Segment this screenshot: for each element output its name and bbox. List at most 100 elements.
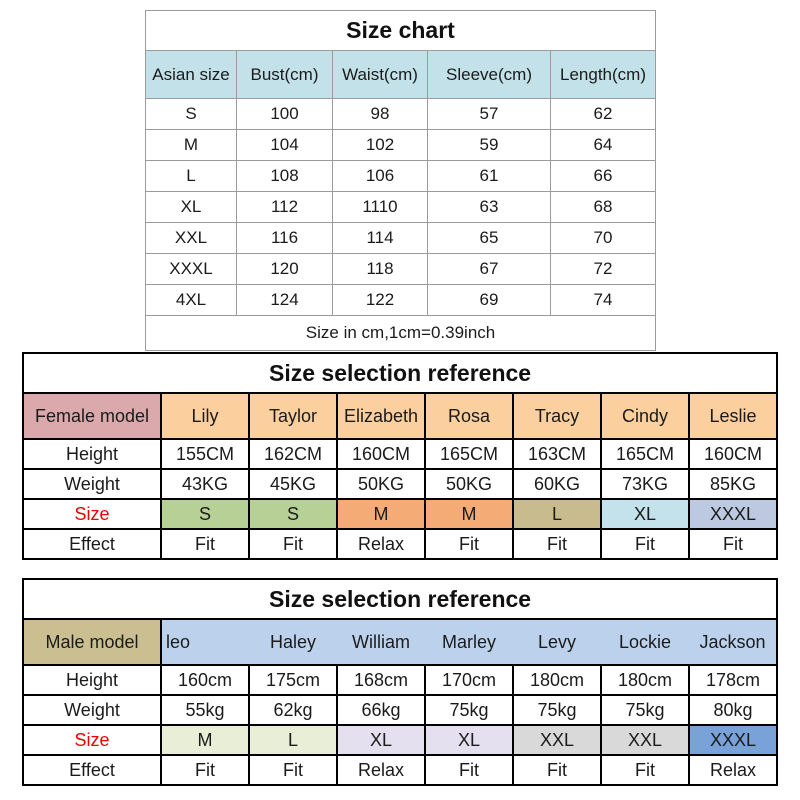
- female-weight-value: 50KG: [336, 468, 426, 500]
- size-chart-column-header: Sleeve(cm): [427, 50, 551, 99]
- female-model-label: Female model: [22, 392, 162, 440]
- size-chart-header-row: Asian size Bust(cm) Waist(cm) Sleeve(cm) Len…: [145, 50, 657, 99]
- size-label-cell: S: [145, 98, 237, 130]
- measurement-cell: 98: [332, 98, 428, 130]
- female-size-value: XXXL: [687, 498, 779, 530]
- male-weight-value: 55kg: [160, 694, 250, 726]
- female-model-name: Cindy: [600, 392, 690, 440]
- male-size-value: XL: [424, 724, 514, 756]
- female-height-value: 160CM: [336, 438, 426, 470]
- female-effect-value: Fit: [160, 528, 250, 560]
- size-chart-column-header: Waist(cm): [332, 50, 428, 99]
- male-effect-label: Effect: [22, 754, 162, 786]
- male-effect-value: Fit: [600, 754, 690, 786]
- female-weight-value: 43KG: [160, 468, 250, 500]
- measurement-cell: 68: [549, 191, 657, 223]
- male-weight-value: 62kg: [248, 694, 338, 726]
- female-effect-value: Fit: [424, 528, 514, 560]
- female-weight-value: 50KG: [424, 468, 514, 500]
- measurement-cell: 57: [427, 98, 551, 130]
- size-chart-table: Size chart Asian size Bust(cm) Waist(cm) Sl…: [144, 10, 657, 351]
- female-weight-value: 73KG: [600, 468, 690, 500]
- female-weight-value: 45KG: [248, 468, 338, 500]
- measurement-cell: 70: [549, 222, 657, 254]
- male-size-row: Size M L XL XL XXL XXL XXXL: [22, 724, 779, 756]
- measurement-cell: 112: [236, 191, 333, 223]
- male-size-value: XL: [336, 724, 426, 756]
- female-table-title: Size selection reference: [21, 352, 779, 394]
- measurement-cell: 69: [427, 284, 551, 316]
- size-label-cell: XXL: [145, 222, 237, 254]
- male-effect-value: Fit: [512, 754, 602, 786]
- measurement-cell: 63: [427, 191, 551, 223]
- female-size-reference-table: Size selection reference Female model Lil…: [21, 352, 779, 560]
- size-label-cell: L: [145, 160, 237, 192]
- male-model-name: Levy: [513, 618, 601, 666]
- male-model-name: Marley: [425, 618, 513, 666]
- male-weight-value: 75kg: [600, 694, 690, 726]
- female-height-value: 163CM: [512, 438, 602, 470]
- size-label-cell: M: [145, 129, 237, 161]
- measurement-cell: 102: [332, 129, 428, 161]
- male-effect-value: Relax: [336, 754, 426, 786]
- size-label-cell: XXXL: [145, 253, 237, 285]
- size-chart-column-header: Length(cm): [549, 50, 657, 99]
- female-size-value: L: [512, 498, 602, 530]
- female-height-value: 162CM: [248, 438, 338, 470]
- measurement-cell: 59: [427, 129, 551, 161]
- female-header-row: Female model Lily Taylor Elizabeth Rosa Tracy…: [22, 392, 779, 440]
- male-model-name: leo: [160, 618, 249, 666]
- measurement-cell: 124: [236, 284, 333, 316]
- female-height-row: Height 155CM 162CM 160CM 165CM 163CM 165CM 160C…: [22, 438, 779, 470]
- male-model-name: Jackson: [689, 618, 779, 666]
- size-label-cell: 4XL: [145, 284, 237, 316]
- measurement-cell: 118: [332, 253, 428, 285]
- male-weight-value: 80kg: [687, 694, 779, 726]
- male-size-reference-table: Size selection reference Male model leo Ha…: [21, 578, 779, 786]
- female-model-name: Leslie: [687, 392, 779, 440]
- male-height-value: 178cm: [687, 664, 779, 696]
- measurement-cell: 62: [549, 98, 657, 130]
- male-size-label: Size: [22, 724, 162, 756]
- size-chart-row: XXXL 120 118 67 72: [145, 253, 657, 285]
- female-effect-value: Relax: [336, 528, 426, 560]
- male-height-value: 180cm: [512, 664, 602, 696]
- size-chart-column-header: Asian size: [145, 50, 237, 99]
- size-chart-row: L 108 106 61 66: [145, 160, 657, 192]
- male-weight-value: 75kg: [424, 694, 514, 726]
- male-effect-value: Relax: [687, 754, 779, 786]
- size-label-cell: XL: [145, 191, 237, 223]
- male-size-value: L: [248, 724, 338, 756]
- measurement-cell: 66: [549, 160, 657, 192]
- male-model-name: Lockie: [601, 618, 689, 666]
- size-chart-title: Size chart: [144, 10, 657, 51]
- female-height-value: 165CM: [424, 438, 514, 470]
- female-effect-row: Effect Fit Fit Relax Fit Fit Fit Fit: [22, 528, 779, 560]
- size-chart-footnote: Size in cm,1cm=0.39inch: [144, 315, 657, 351]
- female-size-row: Size S S M M L XL XXXL: [22, 498, 779, 530]
- female-effect-value: Fit: [512, 528, 602, 560]
- male-weight-row: Weight 55kg 62kg 66kg 75kg 75kg 75kg 80kg: [22, 694, 779, 726]
- size-chart-title-row: Size chart: [144, 10, 657, 51]
- male-height-value: 168cm: [336, 664, 426, 696]
- male-size-value: XXL: [512, 724, 602, 756]
- measurement-cell: 64: [549, 129, 657, 161]
- male-model-name: William: [337, 618, 425, 666]
- female-weight-value: 85KG: [687, 468, 779, 500]
- male-effect-value: Fit: [424, 754, 514, 786]
- male-height-row: Height 160cm 175cm 168cm 170cm 180cm 180cm 178c…: [22, 664, 779, 696]
- measurement-cell: 120: [236, 253, 333, 285]
- male-size-value: XXL: [600, 724, 690, 756]
- measurement-cell: 100: [236, 98, 333, 130]
- measurement-cell: 67: [427, 253, 551, 285]
- measurement-cell: 65: [427, 222, 551, 254]
- female-weight-row: Weight 43KG 45KG 50KG 50KG 60KG 73KG 85KG: [22, 468, 779, 500]
- female-height-label: Height: [22, 438, 162, 470]
- male-weight-value: 75kg: [512, 694, 602, 726]
- female-model-name: Taylor: [248, 392, 338, 440]
- size-chart-row: S 100 98 57 62: [145, 98, 657, 130]
- male-model-name: Haley: [249, 618, 337, 666]
- male-weight-value: 66kg: [336, 694, 426, 726]
- female-size-value: XL: [600, 498, 690, 530]
- size-chart-row: XL 112 1110 63 68: [145, 191, 657, 223]
